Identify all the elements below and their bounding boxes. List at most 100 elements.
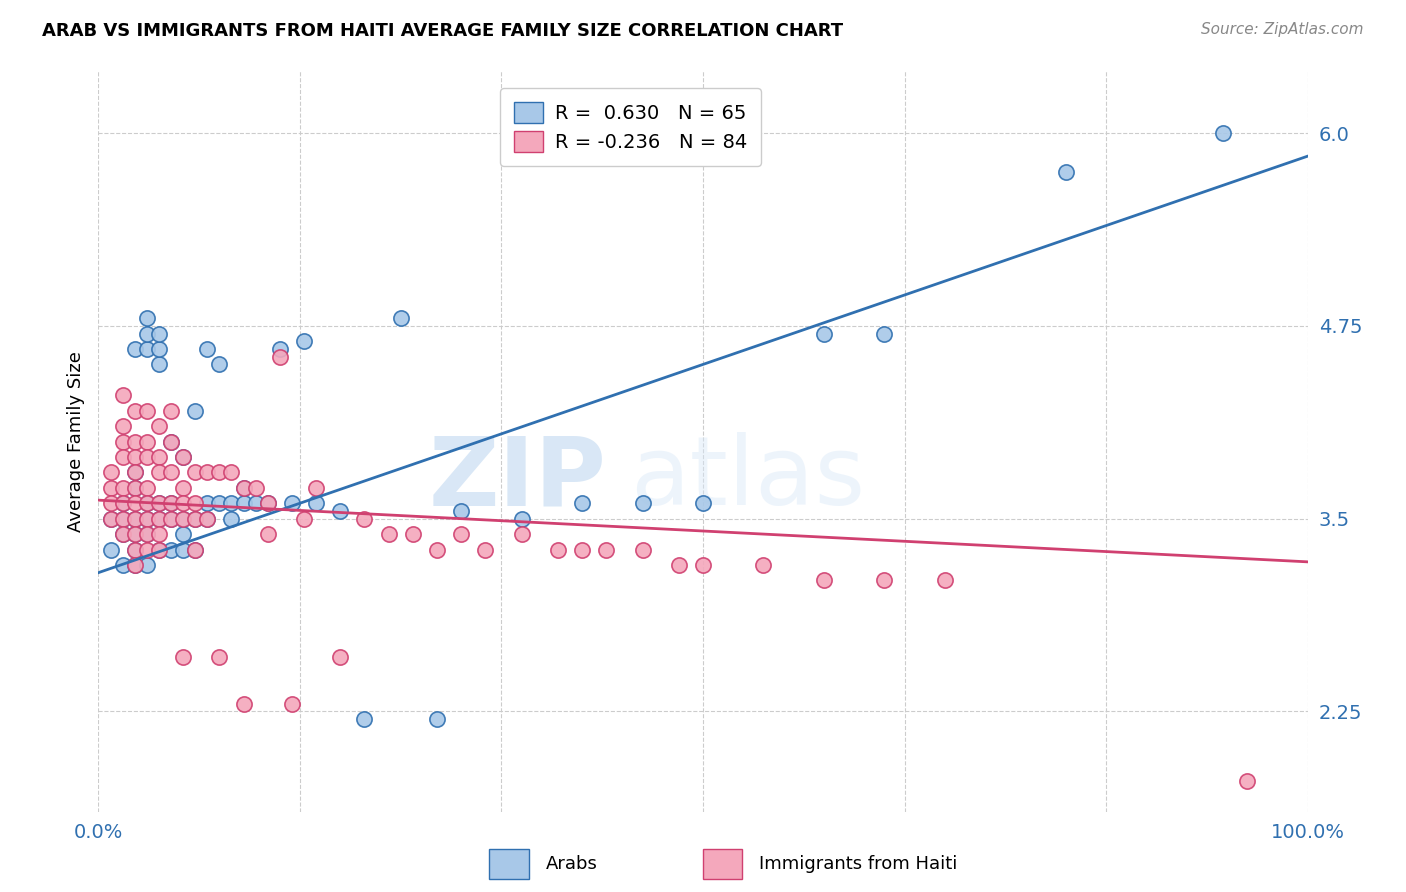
Text: atlas: atlas (630, 432, 866, 525)
Point (124, 496, 146, 510)
Point (148, 496, 170, 510)
Text: ARAB VS IMMIGRANTS FROM HAITI AVERAGE FAMILY SIZE CORRELATION CHART: ARAB VS IMMIGRANTS FROM HAITI AVERAGE FA… (42, 22, 844, 40)
Point (135, 558, 157, 572)
Point (752, 558, 775, 572)
Point (111, 450, 134, 464)
Point (148, 326, 170, 341)
Point (269, 350, 291, 364)
Y-axis label: Average Family Size: Average Family Size (66, 351, 84, 532)
Point (172, 650, 194, 665)
Point (292, 334, 315, 349)
Point (232, 481, 254, 495)
Point (873, 326, 896, 341)
Point (510, 511, 533, 525)
Point (292, 511, 315, 525)
Bar (703, 849, 742, 879)
Point (172, 542, 194, 557)
Point (245, 481, 267, 495)
Point (135, 496, 157, 510)
Point (245, 496, 267, 510)
Point (124, 481, 146, 495)
Point (124, 511, 146, 525)
Point (184, 403, 207, 417)
Point (184, 511, 207, 525)
Point (353, 712, 375, 726)
Point (510, 527, 533, 541)
Point (111, 511, 134, 525)
Point (172, 527, 194, 541)
Point (172, 450, 194, 464)
Point (208, 496, 231, 510)
Point (148, 511, 170, 525)
Point (148, 496, 170, 510)
Point (232, 697, 254, 711)
Point (111, 527, 134, 541)
Point (256, 496, 278, 510)
Point (124, 511, 146, 525)
Point (100, 542, 122, 557)
Point (160, 403, 183, 417)
Point (571, 496, 593, 510)
Point (148, 542, 170, 557)
Point (124, 450, 146, 464)
Point (100, 511, 122, 525)
Point (148, 542, 170, 557)
Point (305, 496, 328, 510)
Point (148, 342, 170, 356)
Point (221, 466, 243, 480)
Point (353, 511, 375, 525)
Point (160, 542, 183, 557)
Point (172, 511, 194, 525)
Point (668, 558, 690, 572)
Point (195, 511, 218, 525)
Point (172, 511, 194, 525)
Point (148, 511, 170, 525)
Point (305, 481, 328, 495)
Point (377, 527, 399, 541)
Point (124, 342, 146, 356)
Point (160, 496, 183, 510)
Point (269, 342, 291, 356)
Text: Arabs: Arabs (546, 855, 598, 873)
Point (1212, 126, 1234, 140)
Point (111, 527, 134, 541)
Point (124, 466, 146, 480)
Point (135, 342, 157, 356)
Point (208, 358, 231, 372)
Text: Source: ZipAtlas.com: Source: ZipAtlas.com (1201, 22, 1364, 37)
Point (135, 311, 157, 326)
Point (184, 542, 207, 557)
Point (208, 650, 231, 665)
Point (160, 511, 183, 525)
Point (148, 358, 170, 372)
Point (232, 481, 254, 495)
Point (631, 496, 654, 510)
Point (184, 466, 207, 480)
Point (873, 574, 896, 588)
Point (135, 481, 157, 495)
Point (111, 419, 134, 434)
Point (571, 542, 593, 557)
Point (148, 450, 170, 464)
Point (124, 466, 146, 480)
Point (160, 496, 183, 510)
Point (281, 496, 304, 510)
Point (426, 542, 449, 557)
Point (100, 466, 122, 480)
Point (402, 527, 425, 541)
Point (813, 574, 835, 588)
Point (124, 542, 146, 557)
Point (135, 542, 157, 557)
Point (232, 496, 254, 510)
Point (221, 511, 243, 525)
Point (160, 466, 183, 480)
Point (135, 434, 157, 449)
Text: Immigrants from Haiti: Immigrants from Haiti (759, 855, 957, 873)
Point (195, 511, 218, 525)
Point (124, 527, 146, 541)
Point (450, 504, 472, 518)
Point (135, 511, 157, 525)
Point (474, 542, 496, 557)
Point (329, 504, 352, 518)
Point (256, 496, 278, 510)
